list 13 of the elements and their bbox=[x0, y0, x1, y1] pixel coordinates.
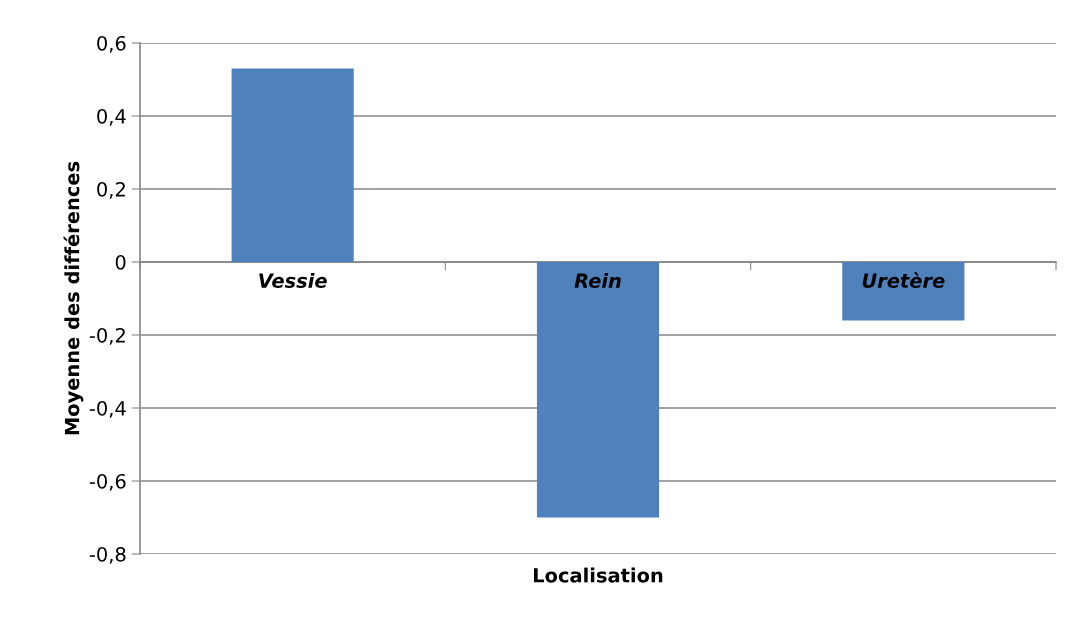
x-tick-label: Vessie bbox=[259, 272, 327, 288]
y-tick-label: -0,6 bbox=[89, 473, 126, 491]
x-tick-label: Rein bbox=[574, 272, 621, 288]
y-tick-label: 0,2 bbox=[97, 181, 125, 199]
y-tick-label: -0,4 bbox=[89, 400, 126, 418]
y-tick-label: 0,6 bbox=[97, 35, 126, 53]
y-tick-label: -0,2 bbox=[89, 327, 125, 345]
y-axis-title: Moyenne des différences bbox=[63, 161, 84, 435]
x-axis-title: Localisation bbox=[533, 567, 663, 583]
y-tick-label: -0,8 bbox=[89, 546, 126, 564]
y-tick-label: 0,4 bbox=[97, 108, 126, 126]
y-tick-label: 0 bbox=[115, 254, 126, 270]
x-tick-label: Uretère bbox=[862, 272, 945, 288]
